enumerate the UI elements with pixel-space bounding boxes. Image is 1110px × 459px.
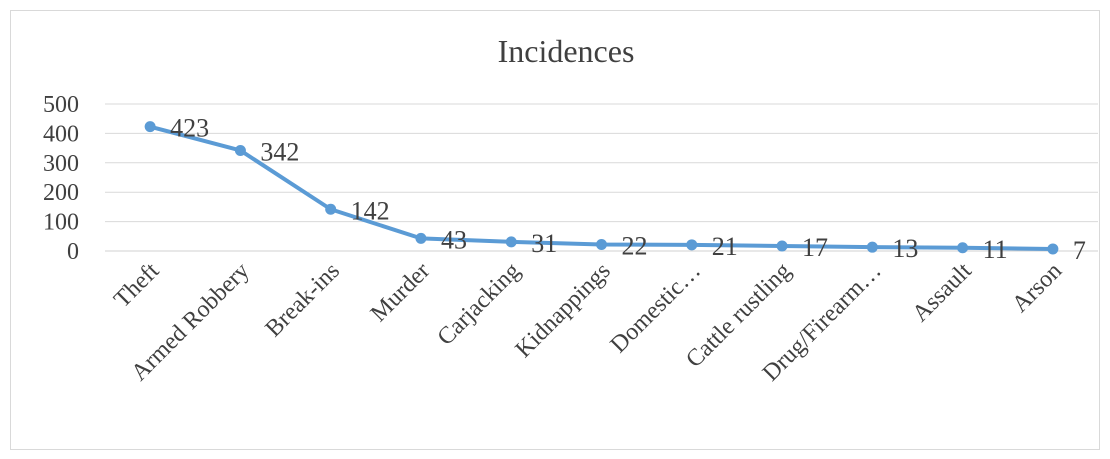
data-label: 423 [170, 114, 209, 143]
data-label: 13 [892, 234, 918, 263]
data-label: 342 [260, 137, 299, 166]
x-tick-label: Theft [109, 258, 164, 313]
x-tick-label: Carjacking [433, 258, 526, 351]
data-point [325, 203, 337, 215]
y-tick-label: 400 [43, 121, 79, 147]
y-tick-label: 300 [43, 151, 79, 177]
data-label: 21 [712, 232, 738, 261]
data-point [234, 144, 246, 156]
data-point [957, 242, 969, 254]
data-label: 31 [531, 229, 557, 258]
x-tick-label: Arson [1007, 258, 1067, 318]
data-point [866, 241, 878, 253]
data-label: 142 [351, 196, 390, 225]
chart-title: Incidences [498, 33, 635, 69]
x-tick-label: Assault [908, 258, 978, 328]
data-label: 17 [802, 233, 828, 262]
data-label: 11 [983, 235, 1008, 264]
gridlines [105, 103, 1098, 252]
x-tick-label: Break-ins [261, 258, 345, 342]
data-point [1047, 243, 1059, 255]
data-label: 7 [1073, 236, 1086, 265]
data-point [596, 239, 607, 251]
data-label: 22 [622, 232, 648, 261]
y-tick-label: 200 [43, 180, 79, 206]
data-labels: 423 342 142 43 31 22 21 17 13 11 7 [170, 114, 1086, 265]
x-tick-label: Murder [366, 258, 435, 327]
x-tick-label: Domestic… [606, 258, 706, 358]
data-label: 43 [441, 225, 467, 254]
y-tick-label: 100 [43, 210, 79, 236]
data-points [144, 121, 1059, 255]
x-tick-label: Kidnappings [511, 258, 616, 363]
y-tick-label: 500 [43, 92, 79, 118]
y-tick-labels: 0 100 200 300 400 500 [43, 92, 79, 265]
data-point [505, 236, 517, 248]
y-tick-label: 0 [67, 239, 79, 265]
data-point [686, 239, 698, 251]
data-point [776, 240, 788, 252]
data-point [415, 232, 427, 244]
chart-frame [10, 10, 1100, 450]
data-point [144, 121, 156, 133]
